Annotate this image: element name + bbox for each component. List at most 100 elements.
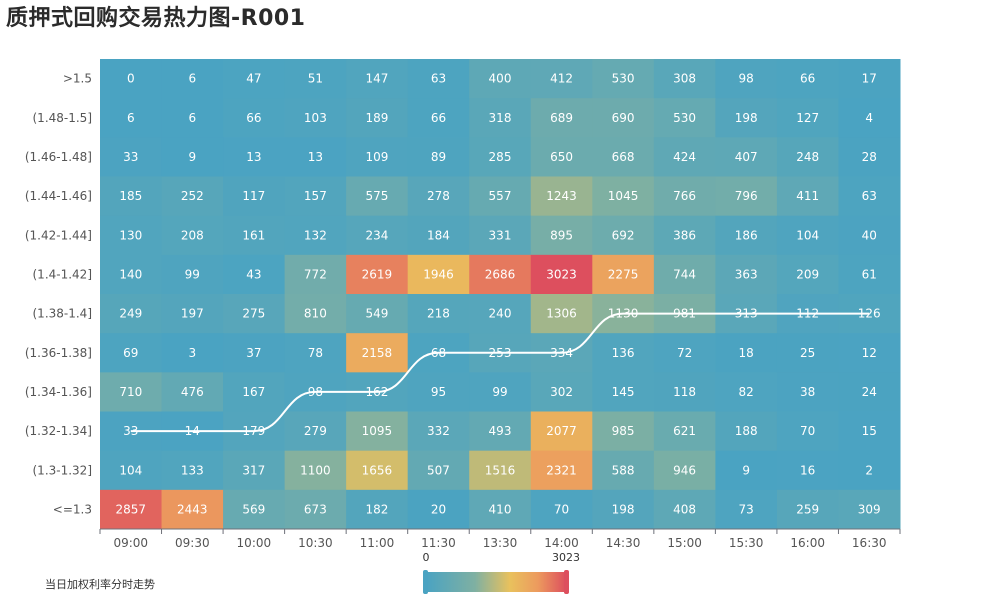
heatmap-cell[interactable]: [715, 215, 778, 256]
heatmap-cell[interactable]: [469, 450, 532, 491]
heatmap-cell[interactable]: [715, 411, 778, 452]
heatmap-cell[interactable]: [346, 411, 409, 452]
heatmap-cell[interactable]: [530, 176, 593, 217]
heatmap-cell[interactable]: [346, 176, 409, 217]
visual-map-handle-min[interactable]: [423, 570, 428, 594]
heatmap-cell[interactable]: [592, 489, 655, 530]
heatmap-cell[interactable]: [592, 372, 655, 412]
heatmap-cell[interactable]: [653, 176, 716, 217]
heatmap-cell[interactable]: [653, 137, 716, 177]
heatmap-cell[interactable]: [776, 372, 839, 412]
heatmap-cell[interactable]: [284, 215, 347, 256]
heatmap-cell[interactable]: [653, 372, 716, 412]
heatmap-cell[interactable]: [776, 176, 839, 217]
heatmap-cell[interactable]: [838, 411, 901, 452]
heatmap-cell[interactable]: [223, 176, 286, 217]
heatmap-cell[interactable]: [346, 98, 409, 138]
heatmap-cell[interactable]: [469, 137, 532, 177]
heatmap-cell[interactable]: [407, 98, 470, 138]
heatmap-cell[interactable]: [653, 215, 716, 256]
heatmap-cell[interactable]: [592, 176, 655, 217]
heatmap-cell[interactable]: [592, 333, 655, 373]
heatmap-cell[interactable]: [838, 254, 901, 295]
heatmap-cell[interactable]: [776, 137, 839, 177]
heatmap-cell[interactable]: [161, 450, 224, 491]
heatmap-cell[interactable]: [530, 450, 593, 491]
heatmap-cell[interactable]: [161, 137, 224, 177]
heatmap-cell[interactable]: [284, 59, 347, 99]
heatmap-cell[interactable]: [653, 59, 716, 99]
heatmap-cell[interactable]: [469, 59, 532, 99]
heatmap-cell[interactable]: [838, 215, 901, 256]
heatmap-cell[interactable]: [776, 411, 839, 452]
heatmap-cell[interactable]: [530, 294, 593, 334]
heatmap-cell[interactable]: [715, 176, 778, 217]
heatmap-cell[interactable]: [100, 98, 163, 138]
heatmap-cell[interactable]: [715, 489, 778, 530]
heatmap-cell[interactable]: [223, 98, 286, 138]
heatmap-cell[interactable]: [407, 372, 470, 412]
heatmap-cell[interactable]: [161, 215, 224, 256]
heatmap-cell[interactable]: [284, 98, 347, 138]
heatmap-cell[interactable]: [469, 489, 532, 530]
heatmap-cell[interactable]: [592, 254, 655, 295]
heatmap-cell[interactable]: [100, 450, 163, 491]
heatmap-cell[interactable]: [100, 59, 163, 99]
heatmap-cell[interactable]: [838, 98, 901, 138]
heatmap-cell[interactable]: [653, 489, 716, 530]
visual-map-handle-max[interactable]: [564, 570, 569, 594]
heatmap-cell[interactable]: [469, 411, 532, 452]
heatmap-cell[interactable]: [407, 215, 470, 256]
heatmap-cell[interactable]: [715, 59, 778, 99]
heatmap-cell[interactable]: [346, 333, 409, 373]
heatmap-cell[interactable]: [653, 450, 716, 491]
heatmap-cell[interactable]: [469, 372, 532, 412]
heatmap-cell[interactable]: [715, 98, 778, 138]
heatmap-cell[interactable]: [407, 176, 470, 217]
heatmap-cell[interactable]: [346, 215, 409, 256]
heatmap-cell[interactable]: [407, 59, 470, 99]
heatmap-cell[interactable]: [223, 489, 286, 530]
heatmap-cell[interactable]: [223, 333, 286, 373]
heatmap-cell[interactable]: [715, 137, 778, 177]
heatmap-cell[interactable]: [100, 254, 163, 295]
heatmap-cell[interactable]: [838, 450, 901, 491]
heatmap-cell[interactable]: [838, 137, 901, 177]
heatmap-cell[interactable]: [407, 411, 470, 452]
heatmap-cell[interactable]: [161, 254, 224, 295]
heatmap-cell[interactable]: [100, 215, 163, 256]
heatmap-cell[interactable]: [161, 294, 224, 334]
heatmap-cell[interactable]: [284, 294, 347, 334]
heatmap-cell[interactable]: [469, 294, 532, 334]
heatmap-cell[interactable]: [469, 176, 532, 217]
heatmap-cell[interactable]: [530, 215, 593, 256]
heatmap-cell[interactable]: [592, 137, 655, 177]
heatmap-cell[interactable]: [530, 254, 593, 295]
heatmap-cell[interactable]: [776, 215, 839, 256]
heatmap-cell[interactable]: [100, 372, 163, 412]
heatmap-cell[interactable]: [223, 294, 286, 334]
heatmap-cell[interactable]: [776, 450, 839, 491]
heatmap-cell[interactable]: [161, 489, 224, 530]
heatmap-cell[interactable]: [776, 333, 839, 373]
heatmap-cell[interactable]: [838, 176, 901, 217]
heatmap-cell[interactable]: [715, 254, 778, 295]
heatmap-cell[interactable]: [223, 372, 286, 412]
heatmap-cell[interactable]: [284, 450, 347, 491]
heatmap-cell[interactable]: [715, 372, 778, 412]
heatmap-cell[interactable]: [223, 215, 286, 256]
heatmap-cell[interactable]: [469, 98, 532, 138]
heatmap-cell[interactable]: [530, 98, 593, 138]
heatmap-cell[interactable]: [530, 59, 593, 99]
heatmap-cell[interactable]: [407, 489, 470, 530]
heatmap-cell[interactable]: [715, 333, 778, 373]
heatmap-cell[interactable]: [346, 59, 409, 99]
heatmap-cell[interactable]: [284, 254, 347, 295]
heatmap-cell[interactable]: [223, 254, 286, 295]
heatmap-cell[interactable]: [469, 254, 532, 295]
heatmap-cell[interactable]: [653, 98, 716, 138]
heatmap-cell[interactable]: [407, 254, 470, 295]
heatmap-cell[interactable]: [838, 333, 901, 373]
heatmap-cell[interactable]: [776, 59, 839, 99]
heatmap-cell[interactable]: [223, 59, 286, 99]
